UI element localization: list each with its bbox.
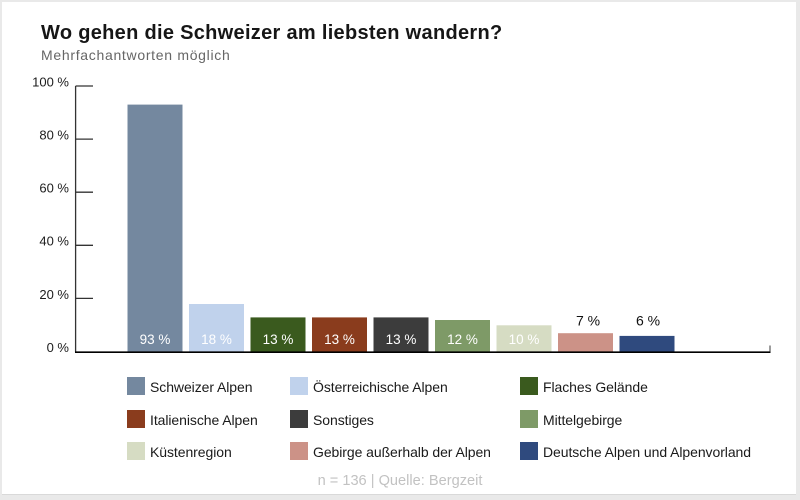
svg-text:6 %: 6 % (636, 312, 660, 328)
svg-text:7 %: 7 % (576, 312, 600, 328)
svg-text:18 %: 18 % (201, 332, 232, 347)
svg-text:13 %: 13 % (324, 332, 355, 347)
svg-text:80 %: 80 % (39, 128, 69, 143)
svg-text:93 %: 93 % (140, 332, 171, 347)
svg-text:60 %: 60 % (39, 181, 69, 196)
svg-text:13 %: 13 % (386, 332, 417, 347)
svg-text:100 %: 100 % (32, 74, 69, 89)
svg-text:12 %: 12 % (447, 332, 478, 347)
svg-text:13 %: 13 % (263, 332, 294, 347)
svg-text:10 %: 10 % (509, 332, 540, 347)
svg-text:40 %: 40 % (39, 234, 69, 249)
svg-text:20 %: 20 % (39, 287, 69, 302)
svg-text:0 %: 0 % (47, 340, 70, 355)
